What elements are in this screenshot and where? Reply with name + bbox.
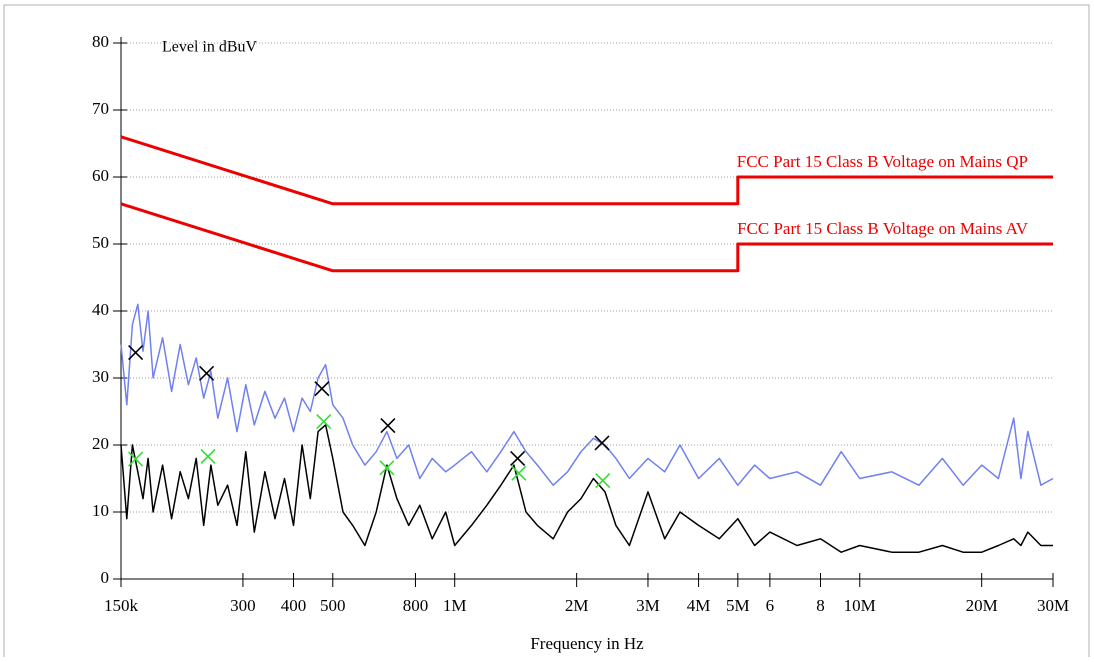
y-tick-label: 50 xyxy=(92,233,109,252)
marker xyxy=(199,365,215,381)
frame xyxy=(3,4,1090,662)
x-tick-label: 3M xyxy=(636,596,660,615)
y-tick-label: 60 xyxy=(92,166,109,185)
x-tick-label: 500 xyxy=(320,596,346,615)
marker xyxy=(314,381,330,397)
y-tick-label: 30 xyxy=(92,367,109,386)
marker xyxy=(128,344,144,361)
marker xyxy=(511,465,527,481)
y-tick-label: 40 xyxy=(92,300,109,319)
series-line xyxy=(120,303,1054,486)
marker xyxy=(510,450,526,466)
marker xyxy=(595,472,611,489)
annotation: Level in dBuV xyxy=(162,39,258,56)
x-axis-label: Frequency in Hz xyxy=(530,634,644,653)
y-tick-label: 20 xyxy=(92,434,109,453)
x-tick-label: 8 xyxy=(816,596,825,615)
series-line xyxy=(120,135,1053,206)
limit-label: FCC Part 15 Class B Voltage on Mains QP xyxy=(737,152,1028,171)
x-tick-label: 10M xyxy=(844,596,876,615)
x-tick-label: 2M xyxy=(565,596,589,615)
y-tick-label: 0 xyxy=(101,568,110,587)
y-tick-label: 70 xyxy=(92,99,109,118)
x-tick-label: 150k xyxy=(104,596,139,615)
series-line xyxy=(120,424,1053,553)
x-tick-label: 300 xyxy=(230,596,256,615)
marker xyxy=(380,418,396,434)
marker xyxy=(379,460,395,476)
marker xyxy=(128,451,144,467)
x-tick-label: 6 xyxy=(766,596,775,615)
series-line xyxy=(120,202,1053,273)
marker xyxy=(594,435,610,451)
x-tick-label: 1M xyxy=(443,596,467,615)
x-tick-label: 4M xyxy=(687,596,711,615)
marker xyxy=(316,413,332,430)
x-tick-label: 30M xyxy=(1037,596,1069,615)
limit-label: FCC Part 15 Class B Voltage on Mains AV xyxy=(737,219,1029,238)
marker xyxy=(200,448,216,464)
x-tick-label: 800 xyxy=(403,596,429,615)
x-tick-label: 400 xyxy=(281,596,307,615)
y-tick-label: 10 xyxy=(92,501,109,520)
x-tick-label: 20M xyxy=(966,596,998,615)
x-tick-label: 5M xyxy=(726,596,750,615)
y-tick-label: 80 xyxy=(92,32,109,51)
